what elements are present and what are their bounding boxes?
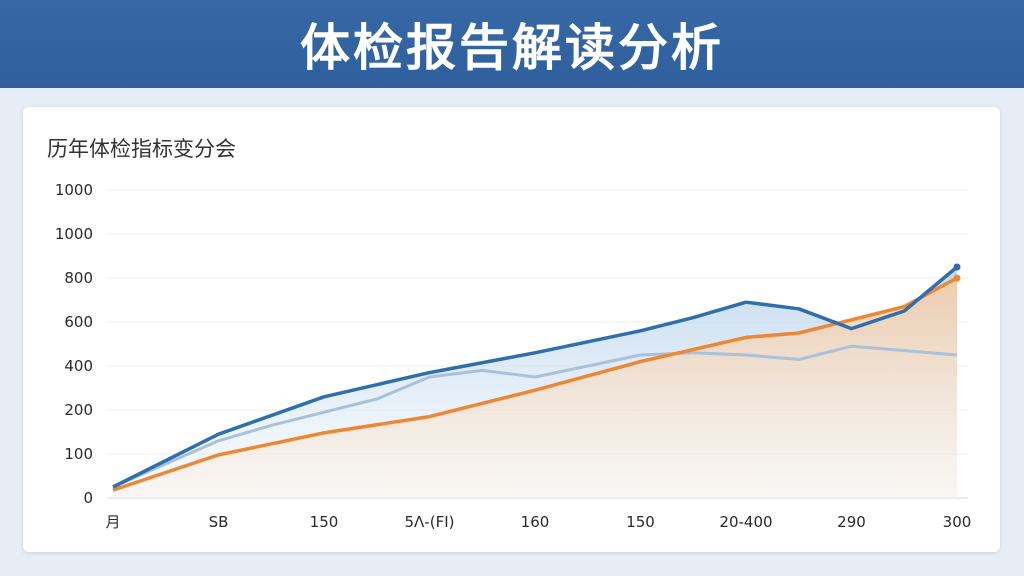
x-tick-label: 160 [521,513,550,531]
y-tick-label: 800 [64,269,93,287]
y-tick-label: 200 [64,401,93,419]
x-tick-label: 5Λ-(FI) [405,513,455,531]
series-orange-area [113,278,957,498]
x-tick-label: 300 [943,513,972,531]
y-tick-label: 600 [64,313,93,331]
chart-title: 历年体检指标变分会 [47,137,236,161]
x-tick-label: 20-400 [719,513,772,531]
series-blue-line [112,265,959,489]
y-tick-label: 1000 [55,181,93,199]
x-tick-label: SB [209,513,229,531]
series-light-blue-line [112,344,958,489]
series-orange-end-point [953,274,961,282]
y-tick-label: 400 [64,357,93,375]
x-tick-label: 290 [837,513,866,531]
series-blue-end-point [953,263,961,271]
page-title: 体检报告解读分析 [300,19,724,77]
y-tick-label: 0 [83,489,93,507]
y-tick-label: 100 [64,445,93,463]
x-tick-label: 150 [310,513,339,531]
x-tick-label: 150 [626,513,655,531]
header-banner: 体检报告解读分析 [0,0,1024,88]
x-tick-label: 月 [105,513,120,531]
series-orange-line [112,276,958,492]
y-tick-label: 1000 [55,225,93,243]
